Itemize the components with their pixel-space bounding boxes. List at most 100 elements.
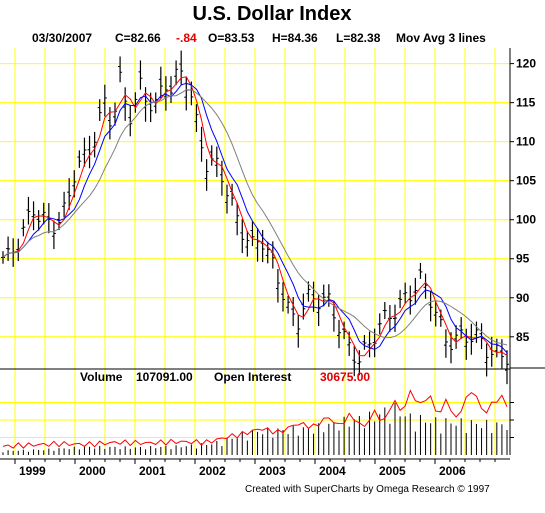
credit-line: Created with SuperCharts by Omega Resear… <box>245 484 490 495</box>
y-tick-label: 85 <box>516 330 530 344</box>
price-bar <box>250 221 255 247</box>
price-panel <box>0 50 509 385</box>
price-bar <box>393 304 397 332</box>
price-bar <box>342 321 347 340</box>
y-tick-label: 115 <box>516 96 536 110</box>
price-bar <box>286 295 291 314</box>
price-bar <box>163 76 168 111</box>
price-bar <box>331 301 336 332</box>
x-tick-label: 2004 <box>319 464 346 478</box>
x-tick-label: 2006 <box>439 464 466 478</box>
price-bar <box>377 313 382 335</box>
price-bar <box>337 319 341 349</box>
x-tick-label: 2002 <box>199 464 226 478</box>
header-close: C=82.66 <box>115 31 161 45</box>
price-bar <box>367 331 372 358</box>
grid <box>0 48 510 455</box>
x-tick-label: 2001 <box>139 464 166 478</box>
price-bar <box>423 273 428 299</box>
moving-average-short <box>2 76 508 357</box>
price-bar <box>474 321 479 343</box>
price-bar <box>306 281 311 302</box>
header-low: L=82.38 <box>336 31 381 45</box>
price-bar <box>357 350 362 376</box>
volume-value: 107091.00 <box>136 370 193 384</box>
price-bar <box>291 297 296 327</box>
price-bar <box>352 346 357 377</box>
price-bar <box>36 210 41 231</box>
price-bar <box>102 84 107 117</box>
price-bar <box>179 50 184 85</box>
x-tick-label: 2000 <box>79 464 106 478</box>
open-interest-line <box>2 389 508 449</box>
price-bar <box>199 126 204 162</box>
price-bar <box>454 325 459 349</box>
price-bar <box>214 146 219 178</box>
price-bar <box>296 315 301 348</box>
price-bar <box>225 184 229 214</box>
price-bar <box>118 56 123 83</box>
header-date: 03/30/2007 <box>32 31 92 45</box>
price-bar <box>403 282 408 304</box>
price-bar <box>245 231 250 257</box>
volume-panel <box>2 389 508 455</box>
price-bar <box>128 105 133 137</box>
price-bar <box>321 284 326 307</box>
chart-title: U.S. Dollar Index <box>193 3 352 25</box>
price-bar <box>484 343 489 377</box>
y-tick-label: 105 <box>516 174 536 188</box>
y-tick-label: 90 <box>516 291 530 305</box>
volume-header: Volume 107091.00 Open Interest 30675.00 <box>80 370 370 384</box>
y-tick-label: 95 <box>516 252 530 266</box>
price-bar <box>281 282 285 312</box>
price-bar <box>316 295 321 327</box>
price-bar <box>6 236 11 261</box>
price-bar <box>505 350 509 385</box>
price-bar <box>265 241 270 264</box>
open-interest-value: 30675.00 <box>320 370 370 384</box>
price-bar <box>77 150 82 168</box>
price-bar <box>275 269 280 303</box>
y-tick-label: 120 <box>516 57 536 71</box>
price-bar <box>82 137 87 167</box>
price-bar <box>194 104 199 133</box>
price-bar <box>41 202 46 225</box>
price-bar <box>382 301 387 320</box>
price-bar <box>51 220 56 250</box>
axes: 85 90 95 100 105 110 115 120 1999 2000 2001 2002 200… <box>0 48 545 478</box>
x-tick-label: 2005 <box>379 464 406 478</box>
price-bar <box>255 228 260 262</box>
header-high: H=84.36 <box>272 31 318 45</box>
price-bar <box>362 334 367 350</box>
volume-label: Volume <box>80 370 123 384</box>
price-bar <box>428 290 433 322</box>
price-bar <box>418 262 423 279</box>
x-tick-label: 2003 <box>259 464 286 478</box>
price-bar <box>398 289 403 309</box>
price-bar <box>62 191 67 218</box>
price-bar <box>240 219 245 254</box>
price-bar <box>158 66 163 99</box>
price-bar <box>204 159 209 191</box>
price-bar <box>326 284 331 307</box>
price-bar <box>443 329 448 358</box>
price-bar <box>21 219 26 237</box>
moving-average-long <box>2 89 508 346</box>
price-bar <box>67 178 72 210</box>
header-indicator: Mov Avg 3 lines <box>396 31 486 45</box>
price-bar <box>260 229 265 263</box>
y-tick-label: 110 <box>516 135 536 149</box>
header-change: -.84 <box>176 31 197 45</box>
header-open: O=83.53 <box>208 31 255 45</box>
price-bar <box>31 201 36 231</box>
price-bar <box>464 328 469 360</box>
price-bar <box>92 131 97 158</box>
x-tick-label: 1999 <box>19 464 46 478</box>
price-bar <box>433 300 438 327</box>
y-tick-label: 100 <box>516 213 536 227</box>
price-bar <box>459 317 464 339</box>
price-header: 03/30/2007 C=82.66 -.84 O=83.53 H=84.36 … <box>32 31 486 45</box>
price-bar <box>235 202 240 236</box>
price-bar <box>138 60 143 90</box>
